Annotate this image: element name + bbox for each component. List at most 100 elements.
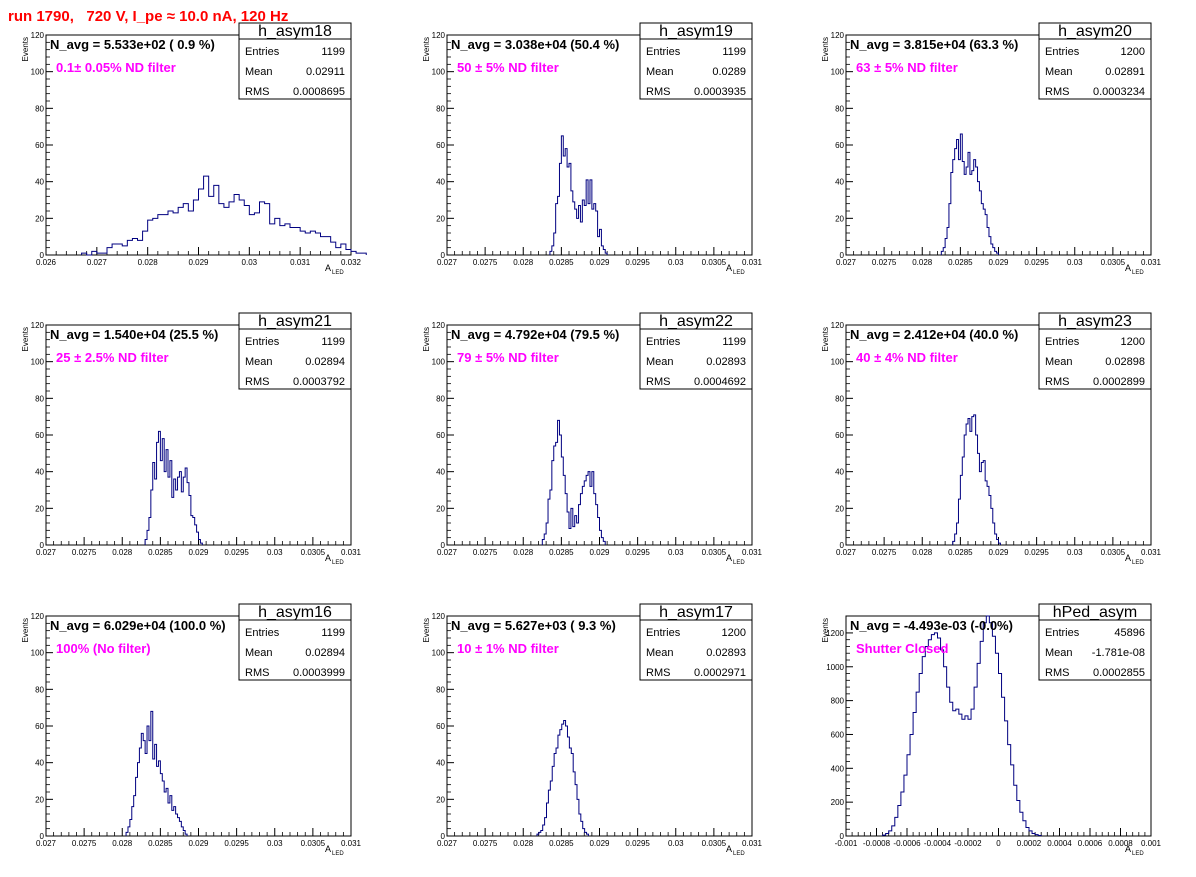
stats-title: h_asym21 [258,313,332,330]
x-tick-label: 0.0295 [224,839,249,848]
x-tick-label: 0.029 [988,548,1009,557]
y-tick-label: 60 [35,722,44,731]
x-tick-label: 0.0305 [301,548,326,557]
x-tick-label: 0.0305 [301,839,326,848]
stats-value: 0.0008695 [293,86,345,98]
stats-value: 0.0003792 [293,376,345,388]
x-tick-label: 0.0285 [948,258,973,267]
filter-annotation: Shutter Closed [856,641,949,656]
navg-text: N_avg = 3.038e+04 (50.4 %) [451,37,619,52]
stats-label: Mean [245,647,273,659]
x-axis-label-sub: LED [1132,851,1144,857]
y-tick-label: 20 [835,504,844,513]
filter-annotation: 10 ± 1% ND filter [457,641,559,656]
x-tick-label: 0.029 [188,548,209,557]
stats-box [1038,603,1152,681]
x-tick-label: 0.0305 [702,839,727,848]
y-axis-label: Events [21,618,30,642]
y-axis-label: Events [422,618,431,642]
y-tick-label: 0 [441,251,446,260]
stats-label: Entries [646,336,681,348]
y-tick-label: 20 [436,795,445,804]
histogram-panel-h_asym21: 0 20 40 60 80 100 120 0.027 0.0275 0.028 0.0285 0.0… [21,312,362,566]
stats-value: 1200 [1121,336,1145,348]
stats-value: 0.0002855 [1093,667,1145,679]
y-tick-label: 80 [436,394,445,403]
y-tick-label: 100 [432,68,446,77]
y-tick-label: 80 [35,394,44,403]
x-axis-label-sub: LED [332,560,344,566]
x-tick-label: 0.0275 [72,548,97,557]
histogram-line [144,430,203,545]
x-tick-label: 0.027 [437,258,458,267]
x-tick-label: 0.028 [112,548,133,557]
x-tick-label: 0.0305 [702,258,727,267]
x-tick-label: 0.0305 [1101,548,1126,557]
x-axis-label: A [325,844,331,854]
y-tick-label: 120 [831,321,845,330]
x-axis-label: A [726,263,732,273]
x-tick-label: 0.028 [138,258,159,267]
y-tick-label: 60 [35,431,44,440]
stats-label: Entries [1045,627,1080,639]
stats-box [639,312,753,390]
y-tick-label: 40 [35,468,44,477]
y-tick-label: 800 [831,697,845,706]
y-tick-label: 0 [40,541,45,550]
stats-label: RMS [1045,376,1069,388]
stats-value: 0.02894 [305,647,345,659]
x-tick-label: 0.0008 [1108,839,1133,848]
stats-label: Entries [245,336,280,348]
stats-box [639,603,753,681]
stats-value: 0.02894 [305,356,345,368]
x-axis-label: A [726,844,732,854]
stats-value: -1.781e-08 [1092,647,1145,659]
histogram-panel-h_asym19: 0 20 40 60 80 100 120 0.027 0.0275 0.028 0.0285 0.0… [422,22,763,276]
y-tick-label: 0 [840,251,845,260]
stats-label: Entries [245,46,280,58]
y-tick-label: 120 [432,612,446,621]
histogram-panel-h_asym18: 0 20 40 60 80 100 120 0.026 0.027 0.028 0.029 0.03 0… [21,22,367,276]
stats-label: RMS [1045,667,1069,679]
stats-title: h_asym22 [659,313,733,330]
y-tick-label: 100 [831,68,845,77]
stats-label: Mean [1045,66,1073,78]
x-tick-label: 0.029 [188,258,209,267]
stats-label: RMS [245,86,269,98]
y-tick-label: 1000 [826,663,844,672]
navg-text: N_avg = 6.029e+04 (100.0 %) [50,618,226,633]
y-tick-label: 80 [35,104,44,113]
x-tick-label: 0.031 [742,839,763,848]
x-tick-label: 0.026 [36,258,57,267]
stats-title: h_asym18 [258,23,332,40]
x-tick-label: 0.0295 [224,548,249,557]
x-tick-label: 0.031 [290,258,311,267]
y-tick-label: 0 [40,251,45,260]
navg-text: N_avg = 5.627e+03 ( 9.3 %) [451,618,616,633]
x-axis-label-sub: LED [332,851,344,857]
y-tick-label: 100 [831,358,845,367]
y-tick-label: 60 [436,722,445,731]
stats-value: 1200 [1121,46,1145,58]
x-tick-label: 0.029 [988,258,1009,267]
stats-title: h_asym17 [659,604,733,621]
x-tick-label: 0.03 [267,839,283,848]
y-tick-label: 120 [831,31,845,40]
y-tick-label: 80 [35,685,44,694]
navg-text: N_avg = 3.815e+04 (63.3 %) [850,37,1018,52]
x-tick-label: 0.0295 [625,258,650,267]
y-axis-label: Events [821,327,830,351]
y-tick-label: 0 [441,541,446,550]
x-tick-label: 0.029 [589,839,610,848]
x-tick-label: -0.0004 [924,839,952,848]
x-tick-label: 0.0275 [473,839,498,848]
x-tick-label: -0.0008 [863,839,891,848]
x-tick-label: 0.0275 [72,839,97,848]
stats-label: Entries [646,46,681,58]
histogram-line [882,615,1042,836]
x-tick-label: 0.029 [589,258,610,267]
stats-title: h_asym19 [659,23,733,40]
stats-label: Mean [245,356,273,368]
